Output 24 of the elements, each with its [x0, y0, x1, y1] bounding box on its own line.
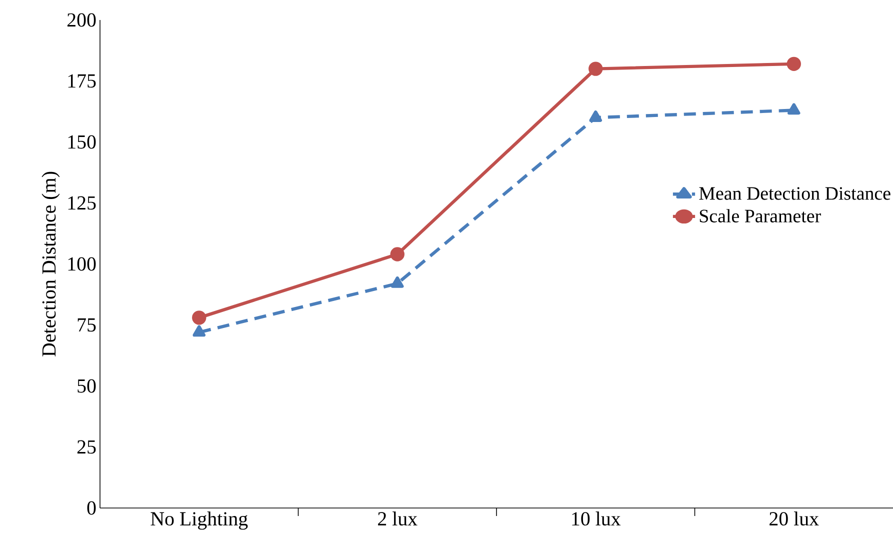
- y-tick-label: 50: [78, 379, 96, 393]
- legend-label: Scale Parameter: [700, 209, 821, 222]
- point: [788, 103, 800, 115]
- point: [588, 62, 603, 76]
- y-tick-label: 0: [87, 501, 96, 515]
- point: [786, 56, 801, 72]
- x-tick-label: 2 lux: [378, 512, 418, 526]
- legend-label: Mean Detection Distance: [699, 187, 890, 200]
- y-axis-title: Detection Distance (m): [42, 172, 60, 356]
- y-tick-label: 100: [68, 257, 96, 271]
- point: [589, 110, 602, 122]
- y-tick-label: 125: [68, 196, 96, 210]
- point: [192, 310, 206, 325]
- point: [192, 325, 206, 337]
- x-tick-label: No Lighting: [150, 512, 248, 530]
- point: [391, 276, 404, 288]
- x-tick-label: 10 lux: [572, 512, 621, 526]
- y-tick-label: 200: [67, 13, 96, 27]
- y-tick-label: 175: [68, 74, 96, 88]
- point: [390, 247, 404, 262]
- y-tick-label: 75: [78, 318, 96, 332]
- y-tick-label: 25: [77, 440, 96, 454]
- x-tick-label: 20 lux: [770, 512, 819, 526]
- y-tick-label: 150: [68, 135, 96, 149]
